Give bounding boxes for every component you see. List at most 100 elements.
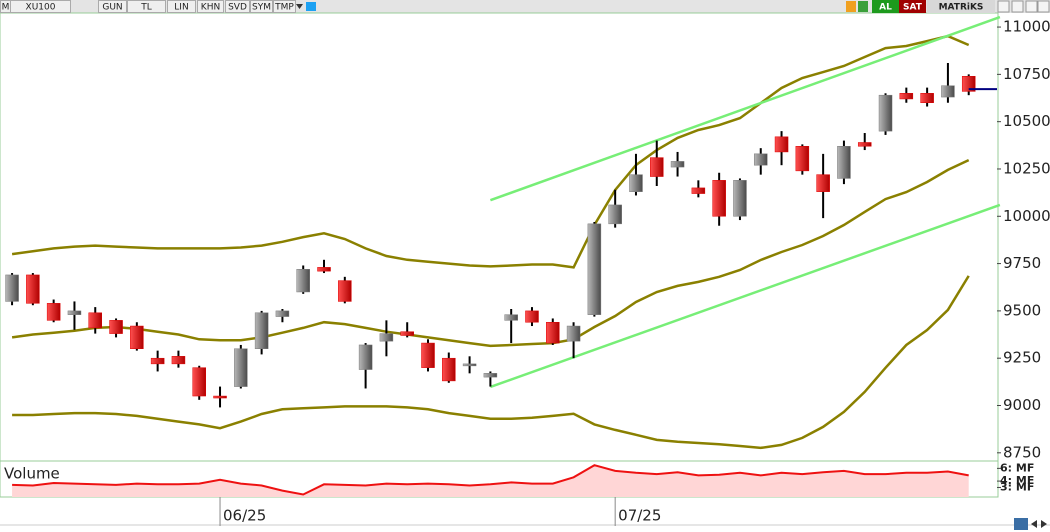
dropdown-arrow[interactable] [296, 4, 303, 9]
candle-body [566, 325, 581, 342]
y-tick-label: 9000 [1003, 396, 1041, 414]
y-tick-label: 8750 [1003, 443, 1041, 461]
candle-body [400, 331, 414, 336]
toolbar-button[interactable] [872, 0, 899, 13]
x-tick-label: 07/25 [618, 507, 661, 525]
candle-body [275, 310, 290, 317]
candle-body [26, 274, 40, 304]
y-tick-label: 9500 [1003, 301, 1041, 319]
bollinger-band [11, 158, 970, 348]
volume-y-tick-label: 6: MF [1000, 461, 1034, 474]
trend-line [489, 15, 1001, 202]
toolbar-button[interactable] [273, 0, 296, 13]
window-button[interactable] [997, 0, 1010, 13]
volume-title: Volume [4, 465, 60, 483]
toolbar-label: SYM [252, 3, 271, 13]
volume-y-tick-label: 4: MF [1000, 474, 1034, 487]
candle-body [691, 187, 706, 194]
toolbar-button[interactable] [127, 0, 166, 13]
candle-body [296, 269, 310, 293]
candle-body [608, 204, 622, 225]
volume-line [12, 464, 969, 496]
y-tick-label: 10000 [1003, 207, 1050, 225]
toolbar-button[interactable] [927, 0, 995, 13]
toolbar-label: XU100 [26, 3, 56, 13]
volume-area [12, 465, 969, 497]
candle-body [774, 136, 789, 153]
toolbar-label: LIN [174, 3, 188, 13]
candle-body [171, 356, 186, 365]
toolbar-label: MATRiKS [939, 3, 984, 13]
candle-body [192, 367, 206, 397]
bollinger-band [12, 275, 970, 450]
candle-body [878, 94, 893, 132]
candle-body [837, 146, 851, 179]
scroll-arrows[interactable] [1031, 520, 1047, 528]
alert-icon[interactable] [846, 1, 856, 12]
candle-body [670, 161, 685, 168]
toolbar-label: SAT [903, 3, 923, 13]
price-pane [0, 12, 999, 462]
candle-body [88, 312, 102, 329]
candle-body [109, 320, 123, 334]
toolbar-label: AL [879, 3, 892, 13]
candle-body [46, 303, 61, 321]
candle-body [629, 174, 643, 192]
candle-body [753, 153, 768, 166]
edit-icon[interactable] [858, 1, 868, 12]
candle-body [483, 373, 498, 378]
candle-body [733, 180, 747, 217]
candle-body [650, 157, 664, 177]
toolbar-label: TMP [274, 3, 294, 13]
window-button[interactable] [1011, 0, 1024, 13]
candle-body [795, 146, 810, 172]
toolbar-label: GUN [102, 3, 122, 13]
candle-body [234, 348, 248, 387]
candle-body [254, 312, 269, 349]
candle-body [421, 342, 435, 368]
toolbar-label: TL [140, 3, 152, 13]
nav-icon[interactable] [1014, 518, 1028, 530]
candle-body [857, 142, 872, 147]
y-tick-label: 10500 [1003, 112, 1050, 130]
candle-body [712, 180, 726, 217]
toolbar-label: KHN [201, 3, 220, 13]
toolbar-button[interactable] [250, 0, 273, 13]
toolbar-button[interactable] [98, 0, 127, 13]
candle-body [338, 280, 352, 302]
candle-body [379, 333, 394, 342]
candle-body [130, 325, 144, 349]
trend-line [489, 203, 1001, 389]
candle-body [525, 310, 539, 323]
toolbar-label: SVD [228, 3, 247, 13]
candle-body [5, 274, 19, 302]
candle-body [213, 395, 227, 399]
toolbar-button[interactable] [167, 0, 196, 13]
candle-body [899, 93, 914, 100]
candle-body [462, 363, 477, 367]
candle-body [961, 76, 976, 92]
volume-y-tick-label: 3: MF [1000, 480, 1034, 493]
candle-body [920, 93, 934, 103]
toolbar-button[interactable] [197, 0, 224, 13]
toolbar-button[interactable] [225, 0, 250, 13]
candle-body [546, 321, 560, 344]
candle-body [358, 344, 373, 370]
y-tick-label: 9250 [1003, 349, 1041, 367]
candle-body [941, 85, 955, 98]
y-tick-label: 11000 [1003, 18, 1050, 36]
x-tick-label: 06/25 [223, 507, 266, 525]
toolbar-button[interactable] [10, 0, 71, 13]
toolbar-label: M [2, 3, 10, 13]
candle-body [504, 314, 518, 321]
candle-body [587, 223, 602, 315]
candle-body [317, 267, 331, 272]
window-button[interactable] [1025, 0, 1038, 13]
candle-body [150, 357, 165, 365]
window-button[interactable] [1037, 0, 1050, 13]
toolbar-button[interactable] [899, 0, 926, 13]
candle-body [816, 174, 830, 192]
twitter-icon[interactable] [306, 2, 316, 11]
